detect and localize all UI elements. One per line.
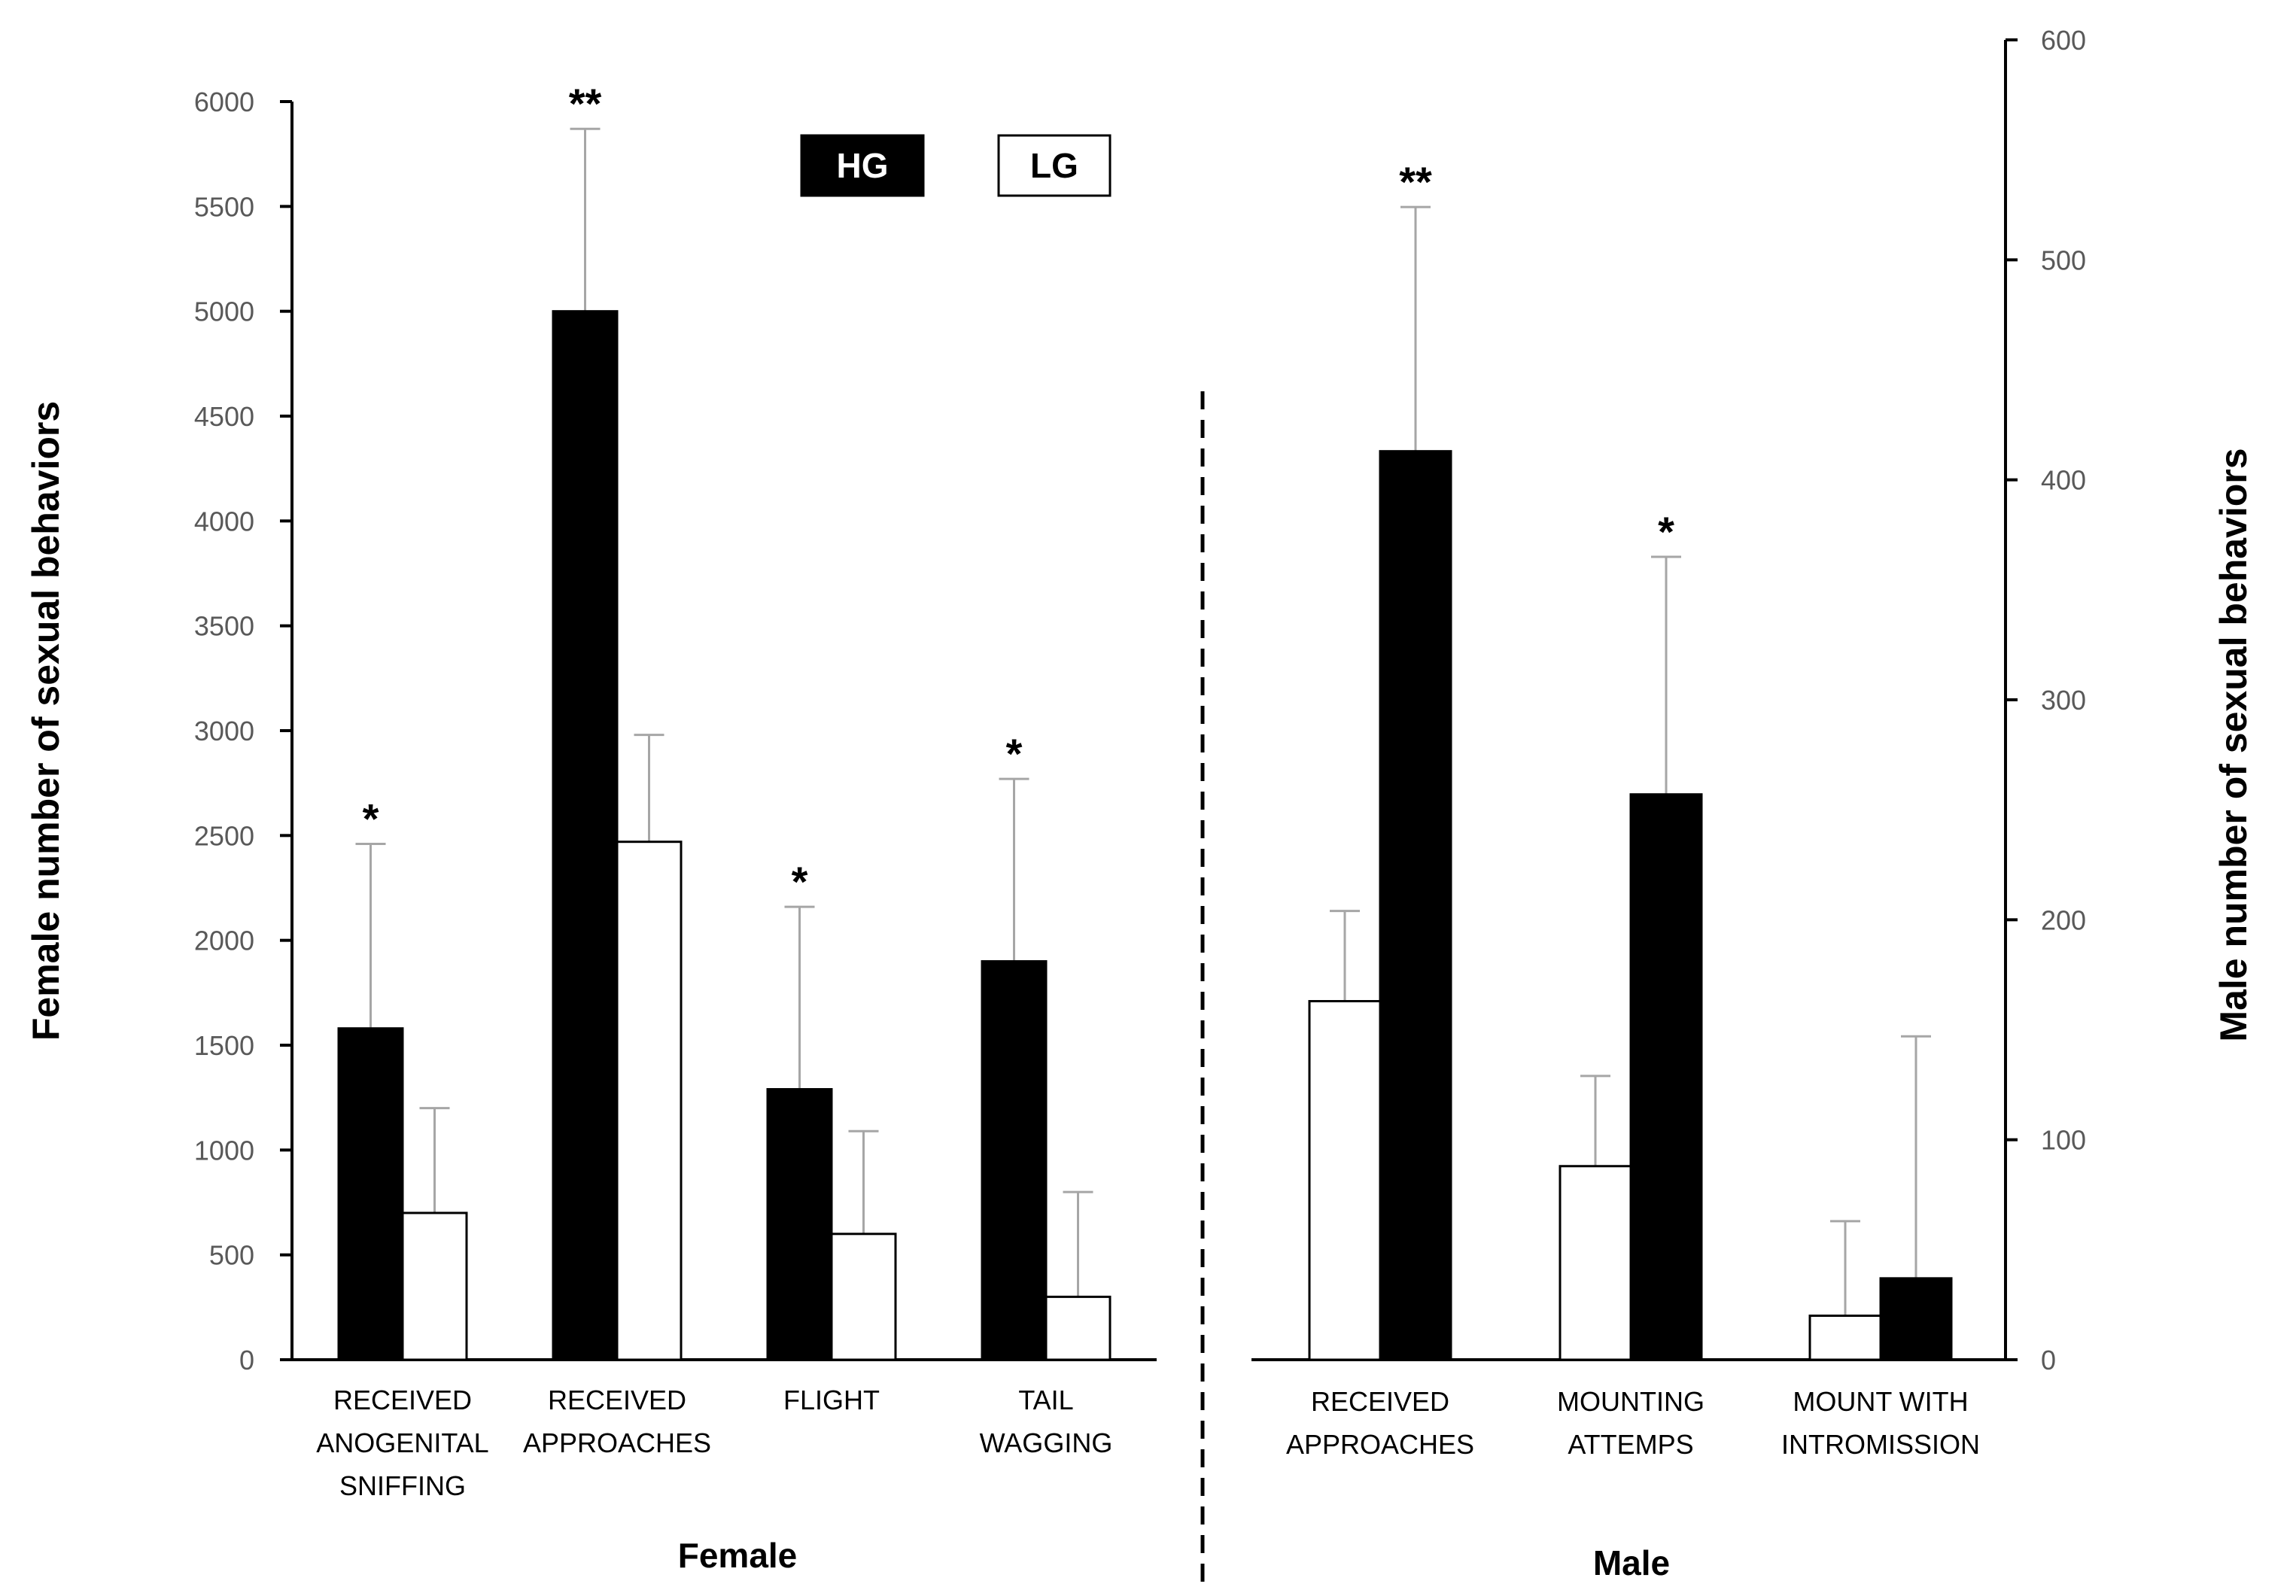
y-tick-label: 0 [239,1345,254,1376]
legend-label-lg: LG [1030,146,1078,185]
y-tick-label: 600 [2041,25,2086,56]
y-axis-title: Female number of sexual behaviors [25,401,67,1041]
category-label: ATTEMPS [1568,1429,1693,1460]
category-label: RECEIVED [333,1385,472,1415]
bar-lg [830,1233,897,1361]
y-tick-label: 300 [2041,685,2086,716]
bar-lg [1808,1315,1882,1361]
significance-marker: ** [1399,158,1432,205]
y-axis-title: Male number of sexual behaviors [2212,448,2255,1041]
y-tick-label: 6000 [194,87,254,117]
significance-marker: * [1658,508,1674,555]
category-label: INTROMISSION [1781,1429,1980,1460]
y-tick-label: 5500 [194,191,254,222]
bar-lg [616,841,683,1361]
y-tick-label: 2500 [194,820,254,851]
category-label: TAIL [1018,1385,1073,1415]
bar-hg [337,1027,404,1361]
bar-hg [981,960,1048,1361]
y-tick-label: 2000 [194,926,254,956]
y-tick-label: 500 [209,1240,254,1271]
significance-marker: * [792,858,808,905]
legend-swatch-hg [800,134,925,197]
y-tick-label: 3500 [194,611,254,642]
category-label: SNIFFING [339,1470,466,1501]
category-label: ANOGENITAL [316,1427,488,1458]
legend-swatch-lg [997,134,1112,197]
category-label: APPROACHES [523,1427,711,1458]
y-tick-label: 100 [2041,1125,2086,1156]
category-label: MOUNTING [1557,1386,1705,1417]
significance-marker: * [1006,730,1023,777]
male-panel: 0 100 200 300 400 500 600 Male number of sexual… [1251,25,2255,1582]
bar-hg [552,310,619,1361]
category-label: MOUNT WITH [1793,1386,1968,1417]
significance-marker: * [363,795,379,842]
y-tick-label: 500 [2041,245,2086,275]
category-label: FLIGHT [783,1385,880,1415]
category-label: WAGGING [980,1427,1113,1458]
y-tick-label: 1000 [194,1135,254,1166]
bar-hg [1629,793,1703,1361]
y-tick-label: 4500 [194,401,254,432]
legend-label-hg: HG [837,146,889,185]
category-label: RECEIVED [1311,1386,1449,1417]
bar-hg [1879,1277,1953,1361]
category-label: RECEIVED [548,1385,686,1415]
category-label: APPROACHES [1286,1429,1474,1460]
x-axis-title: Male [1593,1543,1670,1582]
y-tick-label: 3000 [194,716,254,746]
bar-lg [1308,999,1382,1361]
significance-marker: ** [569,80,602,127]
bar-hg [1379,450,1452,1361]
x-axis-title: Female [678,1536,798,1575]
y-tick-label: 5000 [194,296,254,327]
bar-lg [1559,1165,1632,1361]
female-panel: 0 500 1000 1500 2000 2500 3000 3500 4000 4500 5000… [25,80,1157,1575]
y-tick-label: 200 [2041,904,2086,935]
bar-lg [1045,1295,1112,1361]
y-tick-label: 4000 [194,506,254,537]
legend: HG LG [800,134,1112,197]
y-tick-label: 1500 [194,1030,254,1061]
y-tick-label: 400 [2041,465,2086,496]
bar-lg [401,1211,468,1361]
y-tick-label: 0 [2041,1345,2056,1376]
bar-hg [766,1088,833,1361]
